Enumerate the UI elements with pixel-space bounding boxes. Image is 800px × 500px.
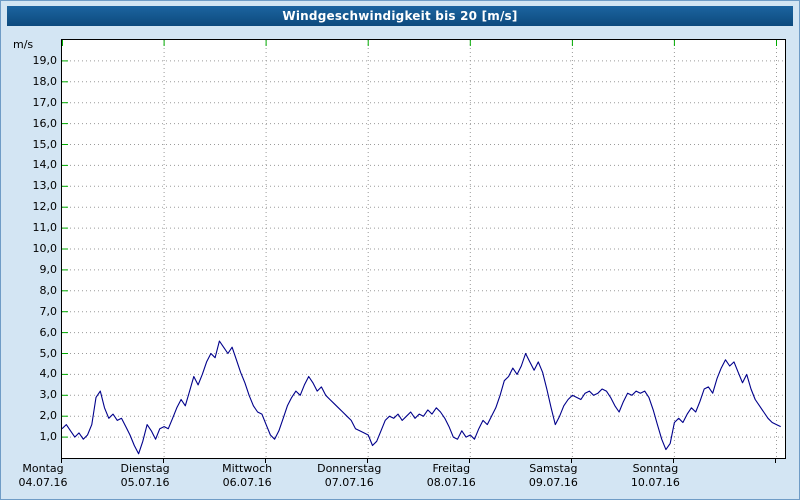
y-tick-label: 19,0 [32, 53, 58, 67]
day-date: 04.07.16 [18, 476, 68, 489]
x-axis-tick [673, 459, 675, 463]
y-tick-label: 18,0 [32, 74, 58, 88]
y-tick-label: 10,0 [32, 242, 58, 255]
y-tick-label: 2,0 [39, 409, 58, 423]
y-tick-label: 17,0 [32, 95, 58, 109]
plot-area [61, 39, 786, 459]
day-date: 10.07.16 [630, 476, 680, 489]
y-tick-label: 4,0 [39, 367, 58, 381]
day-name: Freitag [432, 462, 471, 475]
y-tick-label: 9,0 [39, 262, 58, 276]
y-tick-label: 1,0 [39, 430, 58, 444]
y-tick-label: 8,0 [39, 283, 58, 297]
y-tick-label: 5,0 [39, 346, 58, 360]
y-tick-label: 3,0 [39, 388, 58, 402]
x-axis-tick [265, 459, 267, 463]
y-axis-unit-label: m/s [13, 38, 34, 51]
day-name: Sonntag [632, 462, 679, 475]
y-tick-label: 12,0 [32, 200, 58, 214]
x-day-label: Freitag 08.07.16 [427, 462, 476, 490]
day-date: 09.07.16 [528, 476, 578, 489]
x-day-label: Mittwoch 06.07.16 [222, 462, 272, 490]
y-tick-label: 6,0 [39, 325, 58, 339]
x-day-label: Montag 04.07.16 [19, 462, 68, 490]
y-tick-label: 11,0 [32, 221, 58, 235]
day-name: Montag [22, 462, 64, 475]
day-date: 05.07.16 [120, 476, 170, 489]
day-name: Mittwoch [222, 462, 273, 475]
day-name: Samstag [529, 462, 578, 475]
x-axis-tick [367, 459, 369, 463]
x-axis-tick [469, 459, 471, 463]
x-day-label: Samstag 09.07.16 [529, 462, 578, 490]
x-day-label: Dienstag 05.07.16 [121, 462, 170, 490]
x-day-label: Sonntag 10.07.16 [631, 462, 680, 490]
x-axis-tick [571, 459, 573, 463]
chart-title-bar: Windgeschwindigkeit bis 20 [m/s] [7, 6, 793, 26]
x-axis-tick [163, 459, 165, 463]
x-axis-tick [775, 459, 777, 463]
day-date: 08.07.16 [426, 476, 476, 489]
y-tick-label: 16,0 [32, 116, 58, 130]
y-tick-label: 7,0 [39, 304, 58, 318]
chart-title: Windgeschwindigkeit bis 20 [m/s] [282, 9, 518, 23]
day-name: Dienstag [120, 462, 170, 475]
day-name: Donnerstag [317, 462, 382, 475]
y-tick-label: 14,0 [32, 158, 58, 172]
wind-speed-line-chart [62, 40, 785, 458]
day-date: 07.07.16 [324, 476, 374, 489]
day-date: 06.07.16 [222, 476, 272, 489]
x-axis-tick [61, 459, 62, 463]
x-day-label: Donnerstag 07.07.16 [317, 462, 381, 490]
y-tick-label: 13,0 [32, 179, 58, 193]
y-tick-label: 15,0 [32, 137, 58, 151]
